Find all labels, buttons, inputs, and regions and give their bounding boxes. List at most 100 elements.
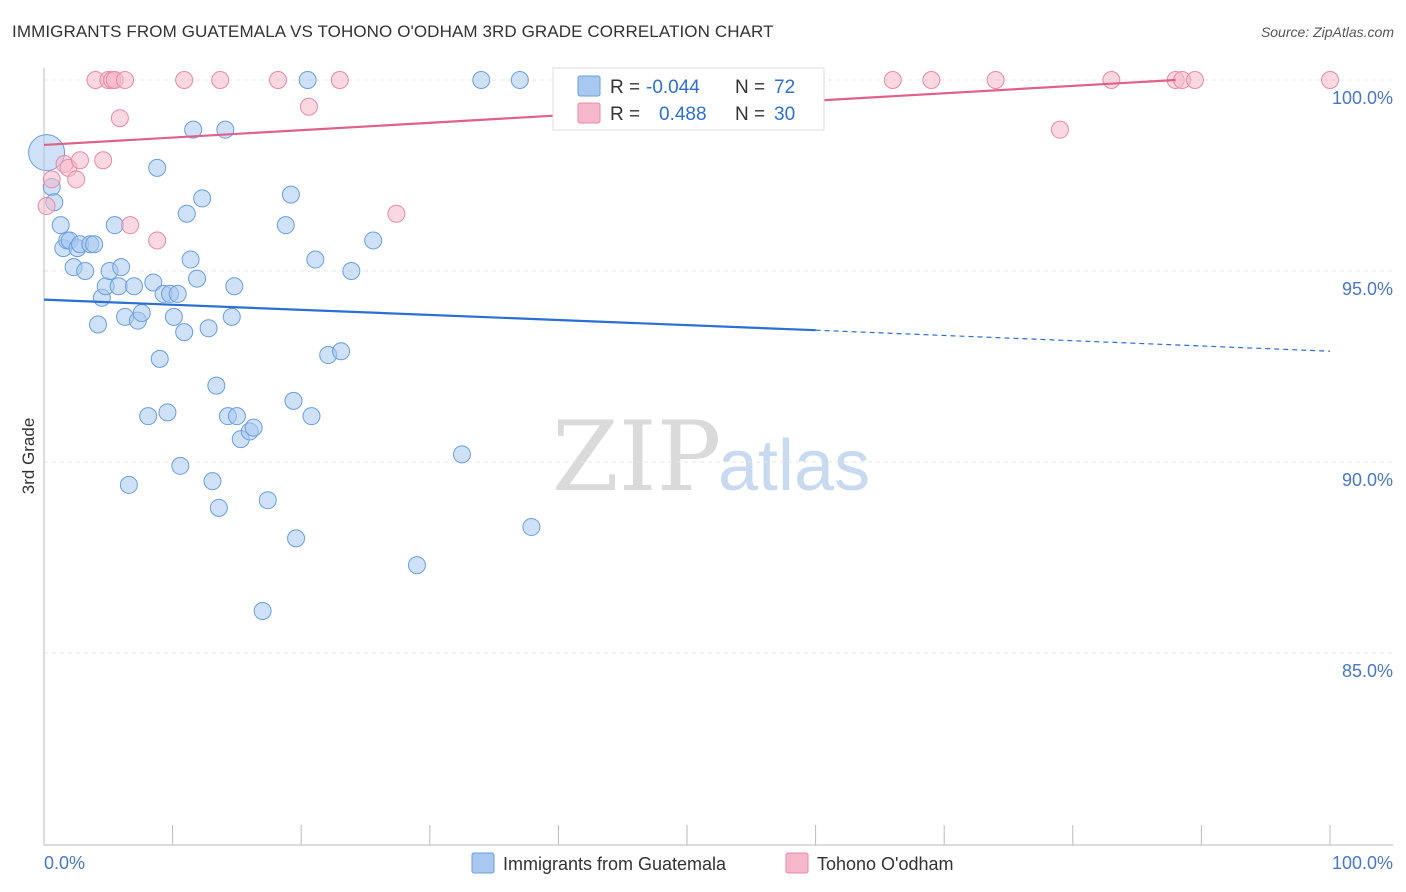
point-guatemala [298, 71, 317, 89]
point-guatemala [209, 498, 228, 517]
point-guatemala [227, 407, 246, 426]
stats-n-label-tohono: N = [735, 104, 765, 125]
stats-n-label-guatemala: N = [735, 77, 765, 98]
point-tohono [1185, 71, 1204, 89]
y-tick-label: 95.0% [1342, 279, 1393, 299]
point-guatemala [177, 204, 196, 223]
point-tohono [387, 204, 406, 223]
x-tick-labels: 0.0% 100.0% [44, 853, 1393, 873]
point-guatemala [342, 262, 361, 280]
y-tick-label: 100.0% [1332, 88, 1393, 108]
point-tohono [71, 151, 90, 170]
point-guatemala [472, 71, 491, 89]
legend-label-guatemala: Immigrants from Guatemala [503, 854, 727, 874]
point-guatemala [287, 529, 306, 548]
point-guatemala [144, 273, 163, 292]
point-guatemala [188, 269, 207, 288]
point-guatemala [225, 277, 244, 296]
point-guatemala [244, 418, 263, 437]
point-tohono [94, 151, 113, 170]
point-guatemala [148, 158, 167, 177]
point-guatemala [105, 216, 124, 235]
point-tohono [299, 97, 318, 116]
point-guatemala [132, 304, 151, 323]
point-guatemala [193, 189, 212, 208]
point-guatemala [207, 376, 226, 395]
point-tohono [883, 71, 902, 89]
stats-swatch-tohono [577, 102, 601, 124]
stats-swatch-guatemala [577, 75, 601, 97]
point-guatemala [175, 323, 194, 342]
legend-swatch-tohono [785, 852, 809, 874]
y-tick-label: 85.0% [1342, 661, 1393, 681]
point-tohono [269, 71, 288, 89]
trend-line-guatemala [43, 298, 816, 332]
y-tick-label: 90.0% [1342, 470, 1393, 490]
point-guatemala [258, 491, 277, 510]
point-tohono [1102, 71, 1121, 89]
point-guatemala [119, 475, 138, 494]
point-guatemala [109, 277, 128, 296]
x-tick-label: 0.0% [44, 853, 85, 873]
point-tohono [116, 71, 135, 89]
point-guatemala [253, 601, 272, 620]
point-tohono [175, 71, 194, 89]
point-guatemala [281, 185, 300, 204]
point-guatemala [171, 456, 190, 475]
y-axis-label: 3rd Grade [19, 418, 38, 495]
x-tick-label: 100.0% [1332, 853, 1393, 873]
point-guatemala [51, 216, 70, 235]
point-guatemala [364, 231, 383, 250]
y-tick-labels: 85.0% 90.0% 95.0% 100.0% [1332, 88, 1393, 681]
chart-title: IMMIGRANTS FROM GUATEMALA VS TOHONO O'OD… [12, 22, 774, 41]
point-tohono [922, 71, 941, 89]
trend-line-guatemala-extension [815, 329, 1331, 352]
point-tohono [330, 71, 349, 89]
point-guatemala [510, 71, 529, 89]
point-tohono [110, 109, 129, 128]
point-guatemala [306, 250, 325, 269]
point-guatemala [332, 342, 351, 361]
data-points [28, 71, 1339, 620]
point-guatemala [181, 250, 200, 269]
point-guatemala [452, 445, 471, 464]
point-guatemala [76, 262, 95, 280]
point-tohono [37, 197, 56, 216]
point-tohono [1050, 120, 1069, 139]
stats-r-label-guatemala: R = [610, 77, 640, 98]
stats-r-value-tohono: 0.488 [659, 104, 707, 125]
bottom-legend: Immigrants from Guatemala Tohono O'odham [471, 852, 954, 874]
point-guatemala [184, 120, 203, 139]
point-tohono [986, 71, 1005, 89]
watermark-atlas: atlas [718, 426, 870, 506]
point-tohono [148, 231, 167, 250]
point-tohono [1321, 71, 1339, 89]
gridlines [44, 79, 1393, 654]
point-guatemala [199, 319, 218, 338]
stats-r-label-tohono: R = [610, 104, 640, 125]
point-guatemala [522, 517, 541, 536]
stats-n-value-guatemala: 72 [774, 77, 795, 98]
point-guatemala [168, 284, 187, 303]
point-guatemala [164, 307, 183, 326]
point-tohono [67, 170, 86, 189]
point-guatemala [276, 216, 295, 235]
point-guatemala [203, 472, 222, 491]
point-guatemala [407, 556, 426, 575]
point-guatemala [158, 403, 177, 422]
point-guatemala [89, 315, 108, 334]
legend-swatch-guatemala [471, 852, 495, 874]
stats-r-value-guatemala: -0.044 [646, 77, 700, 98]
legend-label-tohono: Tohono O'odham [817, 854, 954, 874]
point-guatemala [302, 407, 321, 426]
source-label: Source: ZipAtlas.com [1260, 24, 1394, 40]
point-tohono [42, 170, 61, 189]
point-guatemala [125, 277, 144, 296]
point-guatemala [150, 349, 169, 368]
point-guatemala [284, 391, 303, 410]
stats-n-value-tohono: 30 [774, 104, 795, 125]
point-tohono [121, 216, 140, 235]
point-guatemala [112, 258, 131, 277]
stats-legend: R = -0.044 N = 72 R = 0.488 N = 30 [552, 67, 825, 131]
